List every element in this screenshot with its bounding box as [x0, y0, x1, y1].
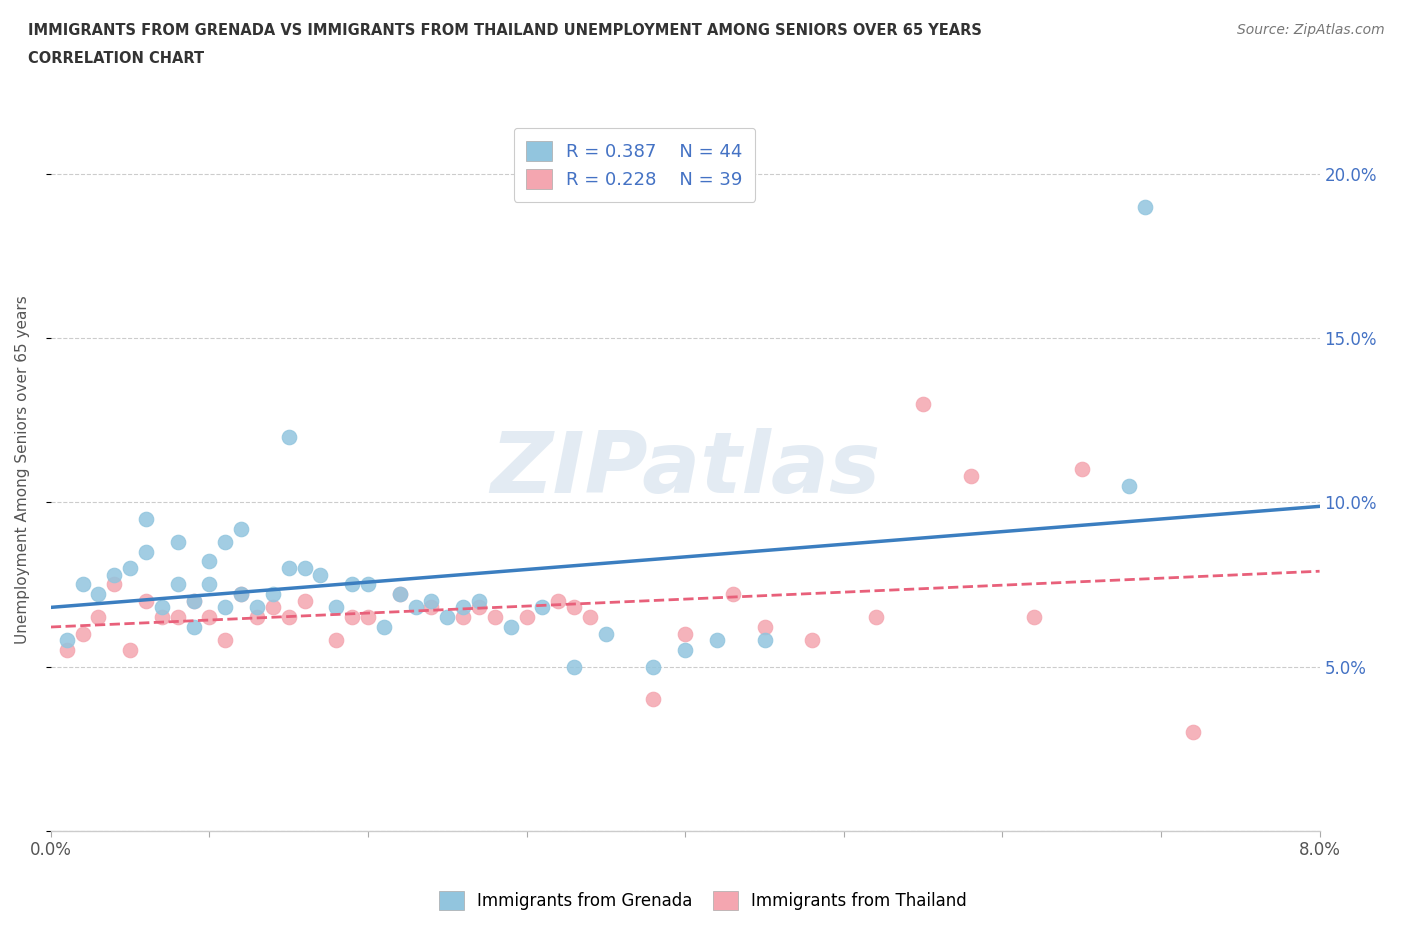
Point [87, 610, 110, 625]
Point [405, 600, 427, 615]
Point [340, 577, 363, 591]
Point [150, 610, 173, 625]
Point [562, 600, 585, 615]
Point [754, 632, 776, 647]
Point [231, 587, 253, 602]
Point [340, 610, 363, 625]
Point [183, 593, 205, 608]
Point [673, 643, 696, 658]
Point [135, 593, 157, 608]
Point [166, 610, 188, 625]
Point [183, 593, 205, 608]
Point [706, 632, 728, 647]
Point [451, 600, 474, 615]
Point [1070, 462, 1092, 477]
Legend: R = 0.387    N = 44, R = 0.228    N = 39: R = 0.387 N = 44, R = 0.228 N = 39 [513, 127, 755, 202]
Point [1181, 724, 1204, 739]
Point [55, 643, 77, 658]
Text: Source: ZipAtlas.com: Source: ZipAtlas.com [1237, 23, 1385, 37]
Point [277, 429, 299, 444]
Point [865, 610, 887, 625]
Point [246, 610, 269, 625]
Text: IMMIGRANTS FROM GRENADA VS IMMIGRANTS FROM THAILAND UNEMPLOYMENT AMONG SENIORS O: IMMIGRANTS FROM GRENADA VS IMMIGRANTS FR… [28, 23, 981, 38]
Y-axis label: Unemployment Among Seniors over 65 years: Unemployment Among Seniors over 65 years [15, 295, 30, 644]
Point [309, 567, 332, 582]
Point [516, 610, 538, 625]
Point [579, 610, 602, 625]
Legend: Immigrants from Grenada, Immigrants from Thailand: Immigrants from Grenada, Immigrants from… [433, 884, 973, 917]
Point [357, 577, 380, 591]
Point [231, 587, 253, 602]
Point [325, 600, 347, 615]
Point [673, 626, 696, 641]
Point [72, 577, 94, 591]
Point [120, 561, 142, 576]
Point [388, 587, 411, 602]
Point [595, 626, 617, 641]
Point [1133, 199, 1156, 214]
Point [373, 619, 395, 634]
Text: CORRELATION CHART: CORRELATION CHART [28, 51, 204, 66]
Point [451, 610, 474, 625]
Point [468, 600, 491, 615]
Point [801, 632, 824, 647]
Point [262, 600, 284, 615]
Point [420, 600, 443, 615]
Point [214, 632, 236, 647]
Point [277, 610, 299, 625]
Point [231, 521, 253, 536]
Point [420, 593, 443, 608]
Point [262, 587, 284, 602]
Point [214, 534, 236, 549]
Point [103, 577, 125, 591]
Point [214, 600, 236, 615]
Point [120, 643, 142, 658]
Point [150, 600, 173, 615]
Text: ZIPatlas: ZIPatlas [491, 428, 880, 511]
Point [198, 554, 221, 569]
Point [1022, 610, 1045, 625]
Point [484, 610, 506, 625]
Point [135, 512, 157, 526]
Point [754, 619, 776, 634]
Point [55, 632, 77, 647]
Point [72, 626, 94, 641]
Point [294, 561, 316, 576]
Point [166, 534, 188, 549]
Point [959, 469, 981, 484]
Point [325, 632, 347, 647]
Point [1118, 478, 1140, 493]
Point [721, 587, 744, 602]
Point [547, 593, 569, 608]
Point [643, 692, 665, 707]
Point [562, 659, 585, 674]
Point [294, 593, 316, 608]
Point [198, 610, 221, 625]
Point [436, 610, 458, 625]
Point [357, 610, 380, 625]
Point [468, 593, 491, 608]
Point [183, 619, 205, 634]
Point [103, 567, 125, 582]
Point [198, 577, 221, 591]
Point [135, 544, 157, 559]
Point [277, 561, 299, 576]
Point [166, 577, 188, 591]
Point [246, 600, 269, 615]
Point [87, 587, 110, 602]
Point [912, 396, 935, 411]
Point [531, 600, 554, 615]
Point [388, 587, 411, 602]
Point [499, 619, 522, 634]
Point [643, 659, 665, 674]
